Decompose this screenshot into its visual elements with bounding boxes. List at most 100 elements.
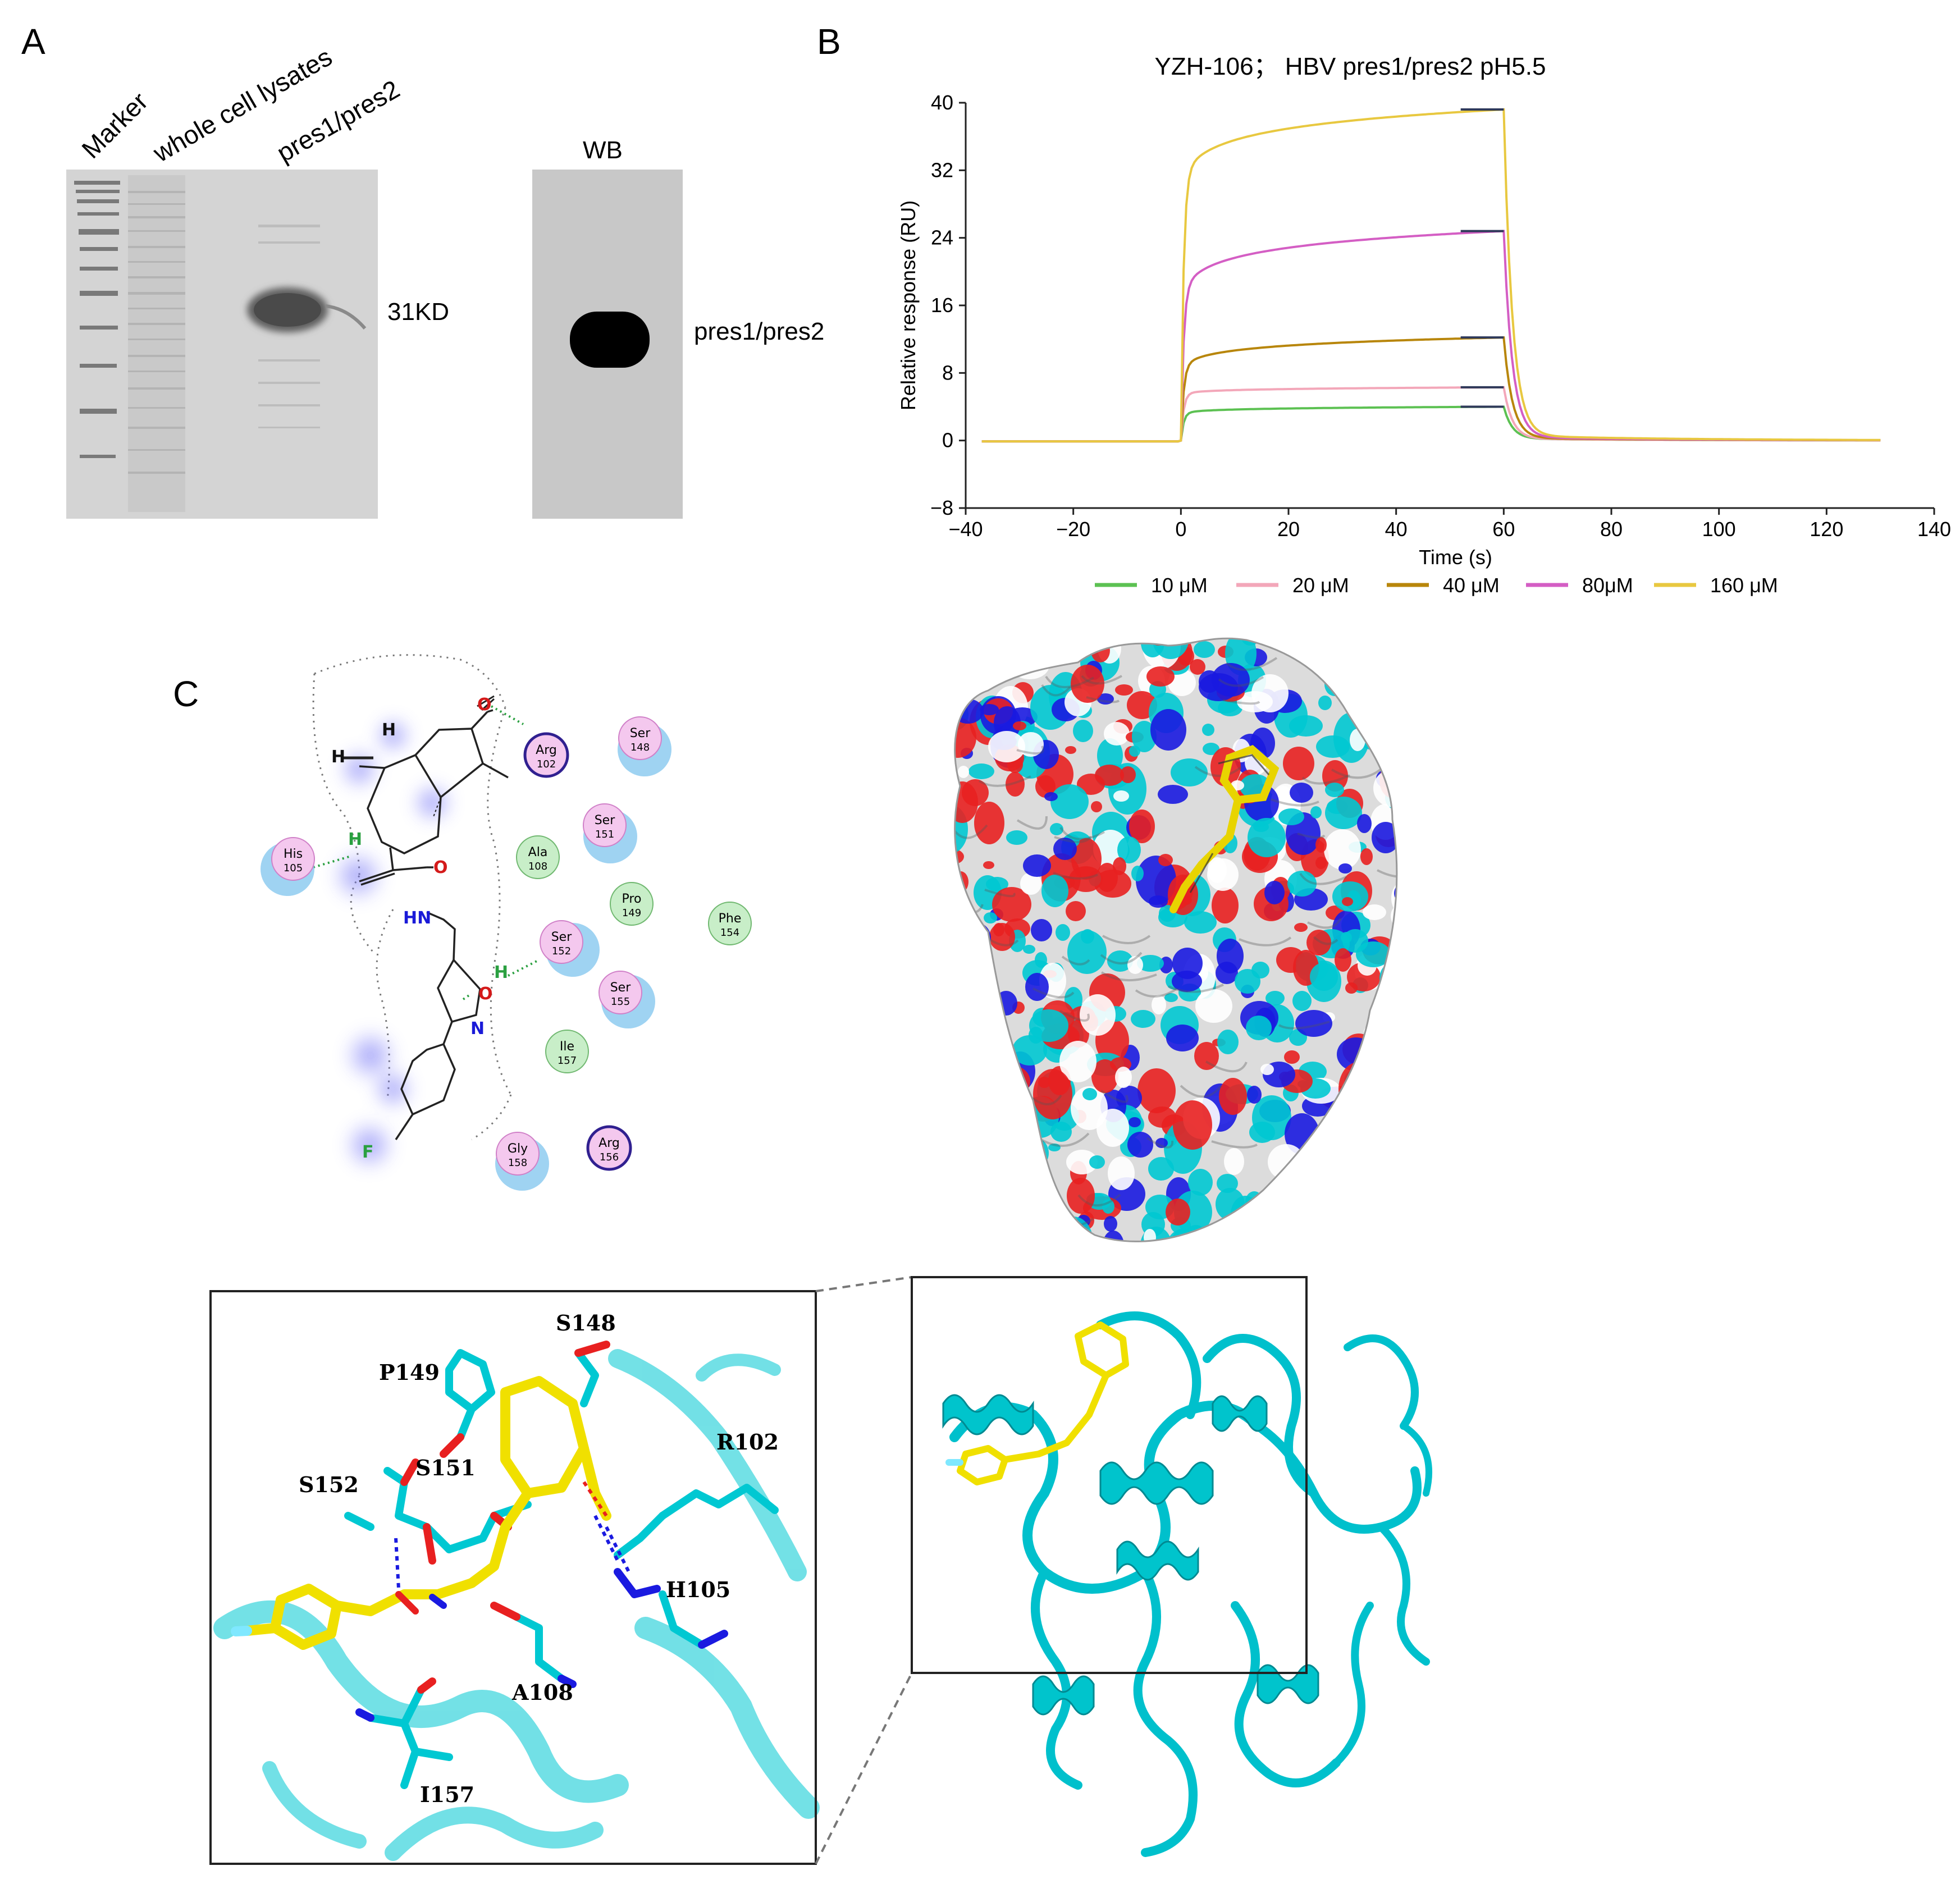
surface-patch xyxy=(1173,1100,1212,1150)
surface-shading xyxy=(1211,1140,1258,1149)
surface-patch xyxy=(954,781,978,823)
surface-patch xyxy=(1029,1009,1068,1042)
surface-shading xyxy=(1086,696,1120,703)
surface-patch xyxy=(1008,1094,1019,1103)
residue-name: Ser xyxy=(595,813,616,827)
x-axis-title: Time (s) xyxy=(1419,546,1492,569)
surface-patch xyxy=(1325,783,1344,797)
surface-patch xyxy=(1295,1010,1332,1037)
surface-shading xyxy=(1041,684,1071,697)
atom-h-4: H xyxy=(494,963,508,982)
surface-patch xyxy=(1360,1065,1387,1082)
panel-label-a: A xyxy=(21,21,45,62)
x-tick-label: 80 xyxy=(1600,518,1623,541)
surface-shading xyxy=(1059,1010,1090,1022)
legend-label: 40 μM xyxy=(1443,574,1500,597)
surface-patch xyxy=(1001,1185,1032,1209)
surface-patch xyxy=(954,933,976,950)
surface-patch xyxy=(954,717,976,758)
x-tick-label: 0 xyxy=(1175,518,1186,541)
surface-patch xyxy=(1168,669,1196,696)
surface-patch xyxy=(1066,901,1086,921)
surface-patch xyxy=(1373,769,1397,807)
surface-patch xyxy=(957,638,994,652)
residue-disc xyxy=(708,902,752,945)
surface-patch xyxy=(1338,1124,1351,1141)
surface-patch xyxy=(1091,1059,1118,1093)
surface-patch xyxy=(1317,1135,1354,1172)
surface-patch xyxy=(1131,866,1144,881)
surface-patch xyxy=(1104,722,1130,746)
residue-ser-151: Ser 151 xyxy=(583,803,637,863)
y-tick-label: 32 xyxy=(931,158,953,181)
surface-patch xyxy=(954,1016,977,1045)
x-tick-label: −40 xyxy=(948,518,983,541)
surface-patch xyxy=(1278,808,1304,825)
y-tick-label: 8 xyxy=(942,361,953,384)
surface-patch xyxy=(1354,1120,1378,1138)
surface-patch xyxy=(1046,638,1064,650)
surface-patch xyxy=(965,989,1004,1025)
surface-patch xyxy=(1001,1078,1013,1090)
surface-patch xyxy=(1284,1050,1300,1064)
surface-shading xyxy=(1038,1132,1090,1147)
residue-disc xyxy=(610,882,654,926)
residue-number: 152 xyxy=(552,945,571,957)
surface-patch xyxy=(1380,638,1397,650)
surface-patch xyxy=(1389,1030,1397,1053)
surface-shading xyxy=(1079,1239,1111,1242)
surface-patch xyxy=(1315,857,1327,869)
surface-patch xyxy=(1247,1086,1262,1104)
surface-patch xyxy=(1018,732,1044,757)
zoom-connector-lines xyxy=(815,1276,913,1864)
surface-patch xyxy=(1009,1090,1023,1105)
surface-patch xyxy=(1096,1109,1129,1147)
surface-patch xyxy=(1287,871,1317,897)
surface-patch xyxy=(1035,775,1056,798)
surface-patch xyxy=(1253,822,1269,832)
surface-patch xyxy=(1164,993,1178,1002)
y-tick-label: 16 xyxy=(931,294,953,317)
residue-number: 151 xyxy=(595,829,614,840)
surface-patch xyxy=(1265,991,1285,1005)
panel-label-b: B xyxy=(817,21,841,62)
sensorgram-line-10M xyxy=(981,405,1881,443)
surface-patch xyxy=(1097,738,1123,773)
surface-shading xyxy=(1100,1090,1129,1103)
surface-patch xyxy=(1003,1158,1031,1196)
surface-patch xyxy=(1341,932,1352,943)
lane-label-marker: Marker xyxy=(76,86,153,164)
surface-patch xyxy=(1217,1174,1238,1193)
wb-band-label: pres1/pres2 xyxy=(694,318,824,345)
surface-patch xyxy=(1292,991,1312,1011)
legend-label: 10 μM xyxy=(1151,574,1208,597)
surface-patch xyxy=(959,1043,978,1070)
surface-patch xyxy=(1023,945,1035,954)
sensorgram-line-80M xyxy=(981,230,1881,443)
surface-patch xyxy=(954,1087,963,1104)
surface-patch xyxy=(1071,838,1102,880)
surface-patch xyxy=(1188,1169,1213,1196)
surface-patch xyxy=(965,1099,976,1109)
sds-page-gel xyxy=(66,170,378,519)
pocket-label-h105: H105 xyxy=(666,1577,730,1602)
surface-shading xyxy=(1372,712,1397,725)
surface-patch xyxy=(1033,1069,1072,1119)
surface-patch xyxy=(1385,1121,1397,1135)
surface-patch xyxy=(1372,1128,1391,1141)
surface-patch xyxy=(1332,881,1368,912)
surface-patch xyxy=(958,922,991,954)
sensorgram-line-40M xyxy=(981,336,1881,443)
surface-shading xyxy=(958,1038,983,1051)
surface-patch xyxy=(1144,1229,1156,1242)
surface-patch xyxy=(1158,785,1188,804)
pocket-label-s152: S152 xyxy=(299,1472,359,1497)
residue-name: His xyxy=(284,847,303,861)
surface-shading xyxy=(1299,872,1347,885)
surface-patch xyxy=(960,1191,976,1201)
surface-patch xyxy=(1289,715,1323,737)
surface-patch xyxy=(1104,1216,1117,1232)
